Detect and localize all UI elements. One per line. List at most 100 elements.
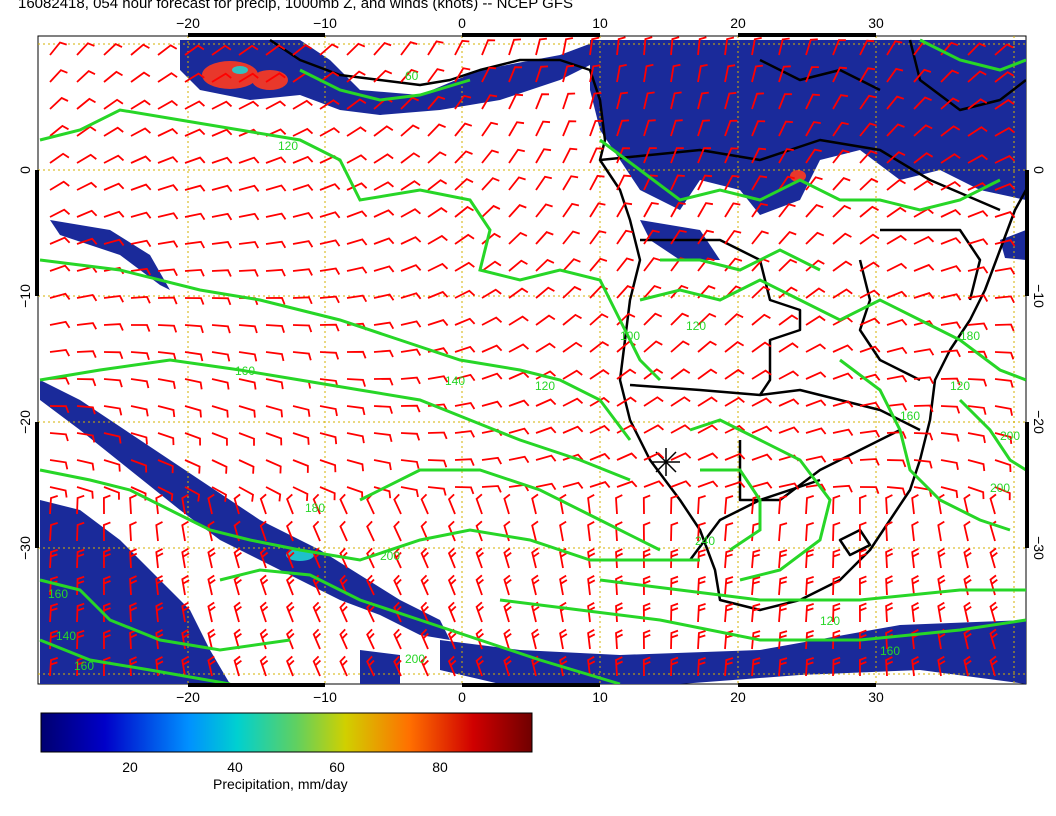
wind-barb	[76, 378, 97, 387]
wind-barb	[751, 230, 769, 245]
wind-barb	[724, 36, 735, 56]
wind-barb	[670, 147, 684, 164]
wind-barb	[393, 547, 402, 569]
wind-barb	[400, 236, 422, 245]
wind-barb	[643, 424, 664, 434]
wind-barb	[233, 601, 242, 623]
wind-barb	[49, 495, 58, 515]
wind-barb	[643, 480, 665, 488]
wind-barb	[454, 122, 473, 137]
wind-barb	[562, 258, 581, 272]
wind-barb	[292, 486, 309, 501]
wind-barb	[940, 69, 960, 83]
wind-barb	[346, 294, 368, 303]
wind-barb	[184, 100, 205, 110]
y-tick-label: −20	[17, 410, 33, 434]
contour-label: 180	[305, 501, 325, 515]
wind-barb	[642, 521, 651, 542]
wind-barb	[292, 155, 314, 164]
wind-barb	[859, 261, 880, 272]
wind-barb	[832, 94, 849, 110]
wind-barb	[481, 204, 501, 218]
wind-barb	[265, 184, 287, 192]
wind-barb	[642, 548, 651, 569]
wind-barb	[292, 127, 314, 137]
wind-barb	[858, 548, 867, 569]
wind-barb	[49, 320, 71, 329]
wind-barb	[373, 486, 392, 499]
y-tick-label: −10	[17, 284, 33, 308]
wind-barb	[940, 237, 962, 245]
wind-barb	[400, 124, 420, 137]
wind-barb	[805, 93, 820, 110]
wind-barb	[778, 630, 788, 650]
wind-barb	[967, 294, 989, 302]
wind-barb	[157, 100, 178, 110]
wind-barb	[339, 520, 348, 542]
wind-barb	[102, 602, 111, 623]
wind-barb	[211, 432, 228, 446]
wind-barb	[508, 343, 529, 353]
wind-barb	[697, 64, 708, 83]
wind-barb	[292, 459, 309, 473]
wind-barb	[805, 603, 814, 623]
wind-barb	[724, 576, 734, 596]
contour-label: 160	[74, 659, 94, 673]
wind-barb	[393, 655, 402, 677]
wind-barb	[49, 522, 58, 542]
wind-barb	[181, 655, 190, 677]
wind-barb	[642, 575, 651, 596]
wind-barb	[346, 350, 367, 359]
wind-barb	[49, 208, 71, 218]
wind-barb	[697, 480, 719, 488]
wind-barb	[346, 405, 366, 416]
wind-barb	[994, 127, 1015, 137]
wind-barb	[427, 290, 449, 299]
wind-barb	[670, 424, 691, 434]
wind-barb	[562, 120, 577, 137]
wind-barb	[697, 576, 706, 596]
wind-barb	[886, 40, 903, 56]
wind-barb	[587, 521, 595, 542]
wind-barb	[130, 183, 152, 191]
wind-barb	[427, 95, 446, 110]
wind-barb	[963, 493, 971, 515]
wind-barb	[967, 432, 986, 444]
wind-barb	[994, 459, 1012, 473]
wind-barb	[858, 629, 867, 650]
wind-barb	[400, 41, 418, 56]
wind-barb	[102, 494, 111, 515]
wind-barb	[832, 66, 847, 83]
wind-barb	[103, 351, 124, 360]
wind-barb	[778, 657, 788, 677]
wind-barb	[207, 601, 216, 623]
wind-barb	[481, 121, 499, 137]
wind-barb	[454, 39, 470, 56]
wind-barb	[184, 72, 205, 83]
wind-barb	[751, 147, 767, 164]
wind-barb	[697, 452, 719, 461]
wind-barb	[508, 371, 530, 380]
wind-barb	[531, 547, 540, 569]
wind-barb	[503, 547, 512, 569]
contour-label: 200	[405, 652, 425, 666]
wind-barb	[238, 269, 259, 277]
wind-barb	[157, 324, 178, 333]
wind-barb	[967, 98, 988, 110]
wind-barb	[76, 153, 97, 164]
wind-barb	[963, 601, 972, 623]
wind-barb	[49, 236, 71, 245]
wind-barb	[475, 655, 484, 677]
wind-barb	[373, 237, 395, 245]
wind-barb	[697, 630, 706, 650]
wind-barb	[130, 155, 152, 164]
wind-barb	[373, 293, 395, 301]
wind-barb	[420, 547, 429, 569]
wind-barb	[778, 314, 799, 326]
wind-barb	[292, 211, 314, 220]
wind-barb	[670, 284, 689, 299]
wind-barb	[207, 574, 216, 596]
wind-barb	[535, 342, 556, 353]
wind-barb	[559, 574, 568, 596]
wind-barb	[697, 36, 707, 56]
